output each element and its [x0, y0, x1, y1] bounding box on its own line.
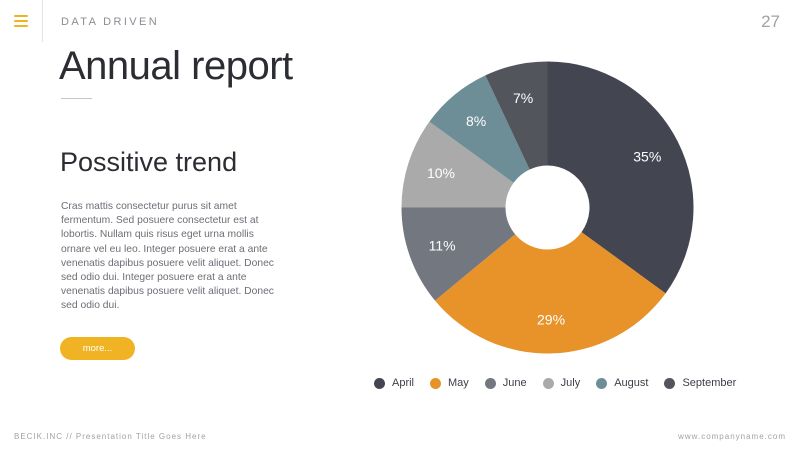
legend-item-june: June: [484, 377, 527, 389]
page-number: 27: [761, 12, 780, 31]
body-paragraph: Cras mattis consectetur purus sit amet f…: [61, 201, 274, 312]
header-divider: [42, 0, 43, 42]
pie-slice-august: [429, 75, 530, 183]
slice-label-may: 29%: [537, 311, 565, 327]
more-button[interactable]: more...: [60, 337, 135, 360]
slice-label-august: 8%: [466, 113, 486, 129]
chart-legend: April May June July August September: [374, 377, 752, 389]
legend-label: August: [614, 377, 649, 389]
legend-label: May: [448, 377, 469, 389]
brand-name: DATA DRIVEN: [61, 16, 160, 28]
slice-label-april: 35%: [633, 149, 661, 165]
legend-item-may: May: [430, 377, 469, 389]
legend-label: June: [502, 377, 527, 389]
hamburger-menu-icon[interactable]: [14, 13, 28, 27]
legend-dot-icon: [596, 377, 608, 389]
pie-slice-july: [401, 121, 514, 208]
legend-item-august: August: [596, 377, 648, 389]
slice-label-june: 11%: [429, 237, 456, 253]
donut-chart: 35% 29% 11% 10% 8% 7%: [401, 61, 694, 354]
pie-slice-may: [435, 232, 666, 354]
legend-item-september: September: [664, 377, 736, 389]
legend-dot-icon: [542, 377, 554, 389]
pie-slice-june: [401, 207, 516, 301]
pie-slice-september: [485, 61, 548, 170]
legend-item-april: April: [374, 377, 414, 389]
slice-label-july: 10%: [427, 165, 455, 181]
page-title: Annual report: [59, 44, 293, 88]
title-underline: [61, 98, 92, 99]
slice-label-september: 7%: [513, 90, 533, 106]
footer-presentation-title: BECIK.INC // Presentation Title Goes Her…: [14, 432, 207, 441]
legend-dot-icon: [664, 377, 676, 389]
legend-dot-icon: [430, 377, 442, 389]
legend-label: September: [682, 377, 737, 389]
pie-slice-april: [547, 61, 694, 294]
legend-dot-icon: [484, 377, 496, 389]
legend-item-july: July: [542, 377, 581, 389]
legend-label: April: [392, 377, 415, 389]
footer-website: www.companyname.com: [678, 432, 786, 441]
section-subtitle: Possitive trend: [60, 147, 238, 177]
legend-label: July: [560, 377, 581, 389]
legend-dot-icon: [374, 377, 385, 389]
